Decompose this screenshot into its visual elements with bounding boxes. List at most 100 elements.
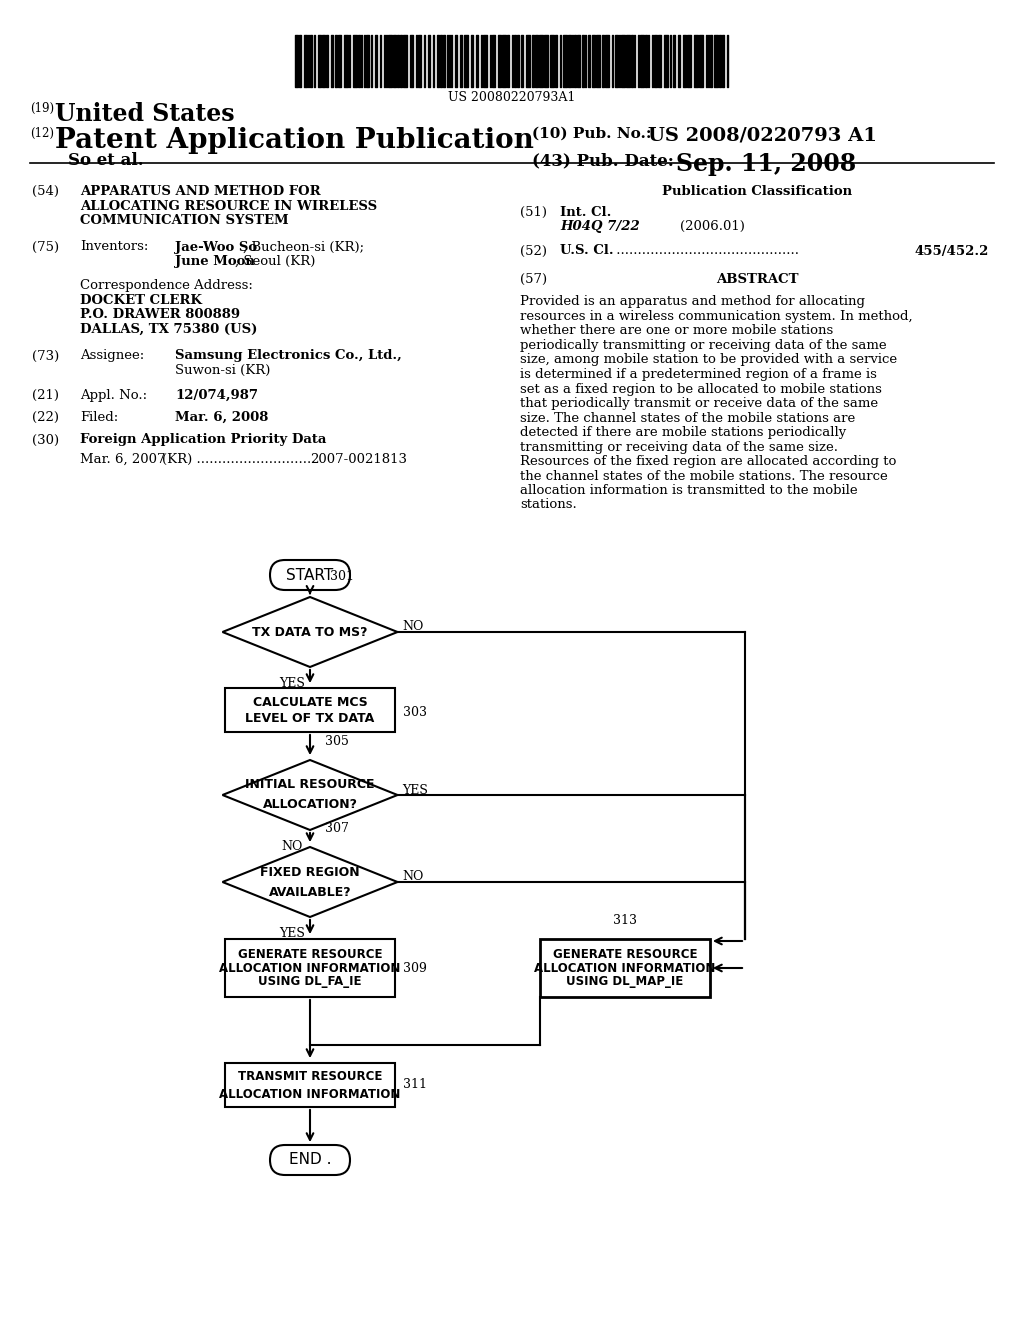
Text: (73): (73) [32, 350, 59, 363]
Text: DOCKET CLERK: DOCKET CLERK [80, 294, 202, 308]
Text: Suwon-si (KR): Suwon-si (KR) [175, 364, 270, 378]
Text: (52): (52) [520, 244, 547, 257]
Text: size. The channel states of the mobile stations are: size. The channel states of the mobile s… [520, 412, 855, 425]
Text: ALLOCATION INFORMATION: ALLOCATION INFORMATION [535, 961, 716, 974]
Text: Int. Cl.: Int. Cl. [560, 206, 611, 219]
Text: 12/074,987: 12/074,987 [175, 388, 258, 401]
Polygon shape [222, 760, 397, 830]
Text: (22): (22) [32, 411, 59, 424]
Polygon shape [222, 847, 397, 917]
Text: GENERATE RESOURCE: GENERATE RESOURCE [238, 948, 382, 961]
Bar [540, 939, 710, 997]
Text: LEVEL OF TX DATA: LEVEL OF TX DATA [246, 713, 375, 726]
Text: stations.: stations. [520, 499, 577, 511]
Text: END .: END . [289, 1152, 331, 1167]
Text: ...........................................: ........................................… [612, 244, 799, 257]
Text: Appl. No.:: Appl. No.: [80, 388, 147, 401]
Text: Provided is an apparatus and method for allocating: Provided is an apparatus and method for … [520, 296, 865, 309]
Text: Foreign Application Priority Data: Foreign Application Priority Data [80, 433, 327, 446]
Text: US 20080220793A1: US 20080220793A1 [449, 91, 575, 104]
Text: U.S. Cl.: U.S. Cl. [560, 244, 613, 257]
Text: Inventors:: Inventors: [80, 240, 148, 253]
Text: that periodically transmit or receive data of the same: that periodically transmit or receive da… [520, 397, 879, 411]
Text: NO: NO [282, 840, 303, 853]
Text: ABSTRACT: ABSTRACT [716, 273, 799, 286]
Text: NO: NO [402, 870, 424, 883]
Text: (KR) ............................: (KR) ............................ [162, 453, 315, 466]
Text: 313: 313 [613, 913, 637, 927]
Text: (57): (57) [520, 273, 547, 286]
Text: Patent Application Publication: Patent Application Publication [55, 127, 534, 154]
Text: periodically transmitting or receiving data of the same: periodically transmitting or receiving d… [520, 339, 887, 352]
Text: , Seoul (KR): , Seoul (KR) [234, 255, 315, 268]
Text: Mar. 6, 2007: Mar. 6, 2007 [80, 453, 166, 466]
Text: ALLOCATING RESOURCE IN WIRELESS: ALLOCATING RESOURCE IN WIRELESS [80, 199, 377, 213]
Text: (12): (12) [30, 127, 54, 140]
Text: FIXED REGION: FIXED REGION [260, 866, 359, 879]
Text: the channel states of the mobile stations. The resource: the channel states of the mobile station… [520, 470, 888, 483]
Text: So et al.: So et al. [68, 152, 143, 169]
Text: AVAILABLE?: AVAILABLE? [268, 886, 351, 899]
Text: YES: YES [402, 784, 428, 796]
Text: transmitting or receiving data of the same size.: transmitting or receiving data of the sa… [520, 441, 838, 454]
Text: (21): (21) [32, 388, 59, 401]
Text: 307: 307 [325, 822, 349, 836]
Text: ALLOCATION INFORMATION: ALLOCATION INFORMATION [219, 961, 400, 974]
Text: 301: 301 [330, 570, 354, 583]
Text: ALLOCATION INFORMATION: ALLOCATION INFORMATION [219, 1088, 400, 1101]
Text: 455/452.2: 455/452.2 [914, 244, 989, 257]
Text: GENERATE RESOURCE: GENERATE RESOURCE [553, 948, 697, 961]
Text: NO: NO [402, 620, 424, 634]
Text: Publication Classification: Publication Classification [662, 185, 852, 198]
Text: ALLOCATION?: ALLOCATION? [262, 799, 357, 812]
Text: YES: YES [280, 927, 305, 940]
FancyBboxPatch shape [270, 1144, 350, 1175]
Text: H04Q 7/22: H04Q 7/22 [560, 220, 640, 234]
Text: (43) Pub. Date:: (43) Pub. Date: [532, 152, 674, 169]
Text: USING DL_MAP_IE: USING DL_MAP_IE [566, 975, 684, 989]
Text: DALLAS, TX 75380 (US): DALLAS, TX 75380 (US) [80, 323, 257, 337]
Text: (19): (19) [30, 102, 54, 115]
Text: CALCULATE MCS: CALCULATE MCS [253, 697, 368, 710]
Text: (54): (54) [32, 185, 59, 198]
Text: INITIAL RESOURCE: INITIAL RESOURCE [246, 779, 375, 792]
Text: detected if there are mobile stations periodically: detected if there are mobile stations pe… [520, 426, 846, 440]
Text: START: START [287, 568, 334, 582]
Text: P.O. DRAWER 800889: P.O. DRAWER 800889 [80, 309, 240, 322]
Text: (2006.01): (2006.01) [680, 220, 744, 234]
Text: Correspondence Address:: Correspondence Address: [80, 280, 253, 293]
Text: Samsung Electronics Co., Ltd.,: Samsung Electronics Co., Ltd., [175, 350, 401, 363]
Text: 303: 303 [403, 705, 427, 718]
Bar [225, 688, 395, 733]
Text: (51): (51) [520, 206, 547, 219]
Text: (30): (30) [32, 433, 59, 446]
Text: 2007-0021813: 2007-0021813 [310, 453, 407, 466]
Text: 309: 309 [403, 961, 427, 974]
FancyBboxPatch shape [270, 560, 350, 590]
Text: allocation information is transmitted to the mobile: allocation information is transmitted to… [520, 484, 858, 498]
Text: 305: 305 [325, 735, 349, 748]
Text: Jae-Woo So: Jae-Woo So [175, 240, 257, 253]
Text: Filed:: Filed: [80, 411, 118, 424]
Text: United States: United States [55, 102, 234, 125]
Text: , Bucheon-si (KR);: , Bucheon-si (KR); [243, 240, 365, 253]
Text: (75): (75) [32, 240, 59, 253]
Text: APPARATUS AND METHOD FOR: APPARATUS AND METHOD FOR [80, 185, 321, 198]
Text: size, among mobile station to be provided with a service: size, among mobile station to be provide… [520, 354, 897, 367]
Bar [225, 939, 395, 997]
Text: YES: YES [280, 677, 305, 690]
Text: TRANSMIT RESOURCE: TRANSMIT RESOURCE [238, 1069, 382, 1082]
Text: Assignee:: Assignee: [80, 350, 144, 363]
Text: US 2008/0220793 A1: US 2008/0220793 A1 [648, 127, 877, 145]
Text: Mar. 6, 2008: Mar. 6, 2008 [175, 411, 268, 424]
Text: (10) Pub. No.:: (10) Pub. No.: [532, 127, 651, 141]
Text: COMMUNICATION SYSTEM: COMMUNICATION SYSTEM [80, 214, 289, 227]
Text: Sep. 11, 2008: Sep. 11, 2008 [676, 152, 856, 176]
Bar [225, 1063, 395, 1107]
Polygon shape [222, 597, 397, 667]
Text: resources in a wireless communication system. In method,: resources in a wireless communication sy… [520, 310, 912, 323]
Text: USING DL_FA_IE: USING DL_FA_IE [258, 975, 361, 989]
Text: 311: 311 [403, 1078, 427, 1092]
Text: set as a fixed region to be allocated to mobile stations: set as a fixed region to be allocated to… [520, 383, 882, 396]
Text: whether there are one or more mobile stations: whether there are one or more mobile sta… [520, 325, 834, 338]
